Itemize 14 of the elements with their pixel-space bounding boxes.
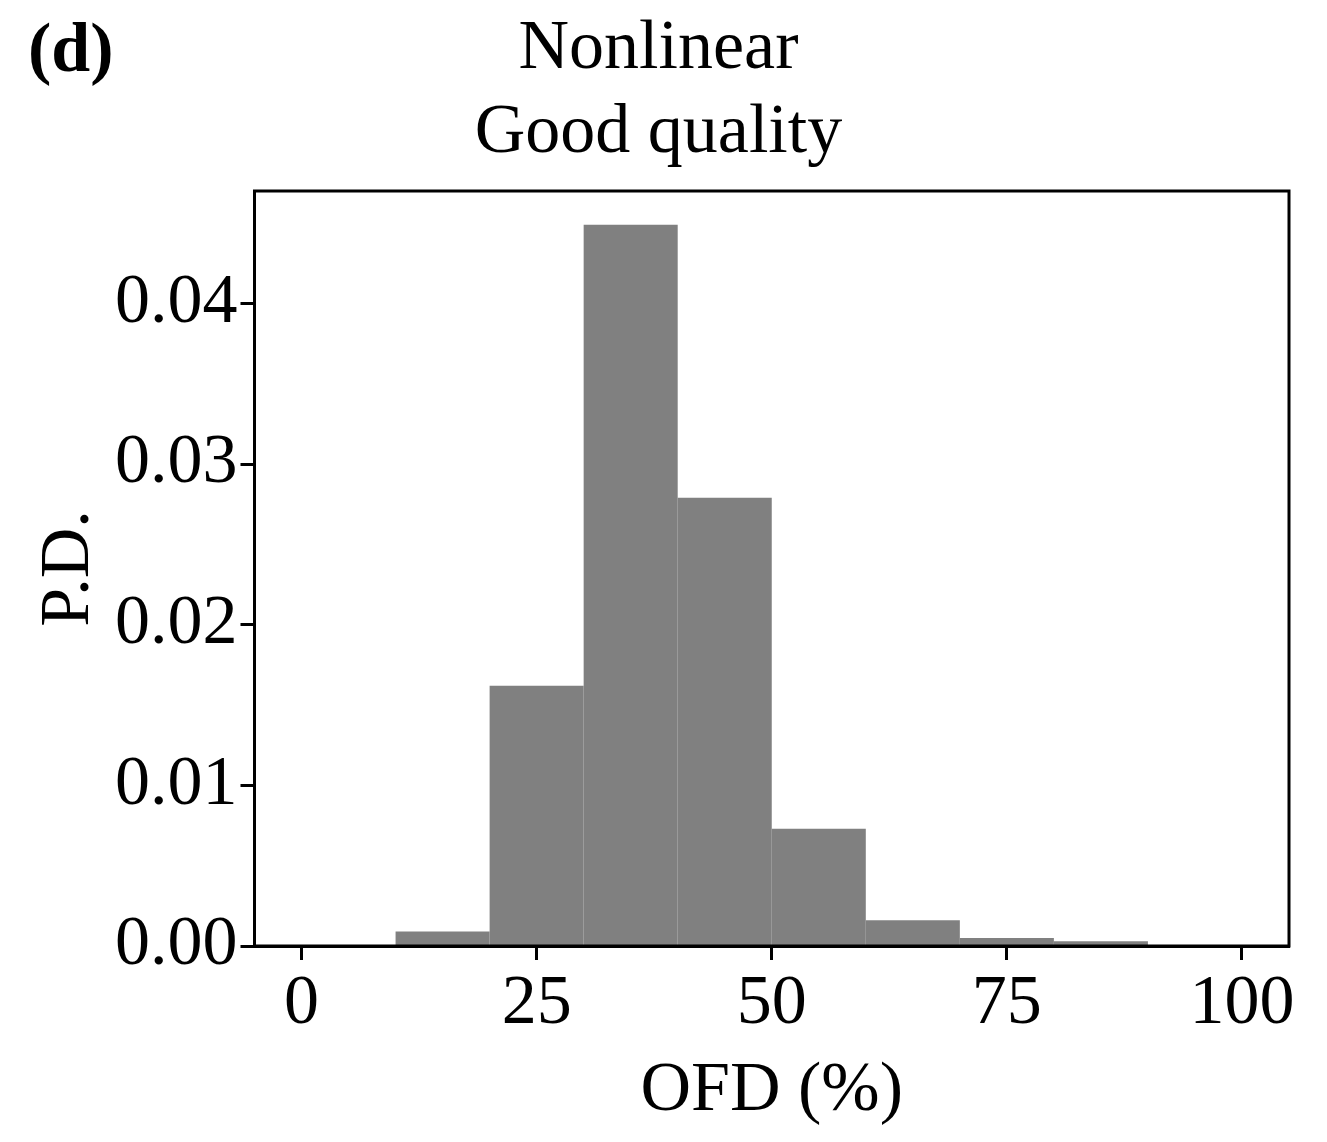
chart-title: Nonlinear Good quality	[474, 6, 843, 168]
y-tick-label: 0.01	[115, 741, 238, 819]
x-tick-label: 0	[284, 961, 320, 1039]
x-tick-label: 50	[736, 961, 807, 1039]
x-tick-label: 100	[1189, 961, 1295, 1039]
y-tick-label: 0.00	[115, 902, 238, 980]
y-tick-label: 0.03	[115, 420, 238, 498]
y-axis-title: P.D.	[26, 510, 104, 627]
y-tick-label: 0.04	[115, 259, 238, 337]
y-tick-label: 0.02	[115, 581, 238, 659]
x-tick-label: 75	[971, 961, 1042, 1039]
x-axis-title: OFD (%)	[640, 1048, 903, 1126]
x-tick-label: 25	[501, 961, 572, 1039]
text: (d)	[28, 9, 114, 87]
